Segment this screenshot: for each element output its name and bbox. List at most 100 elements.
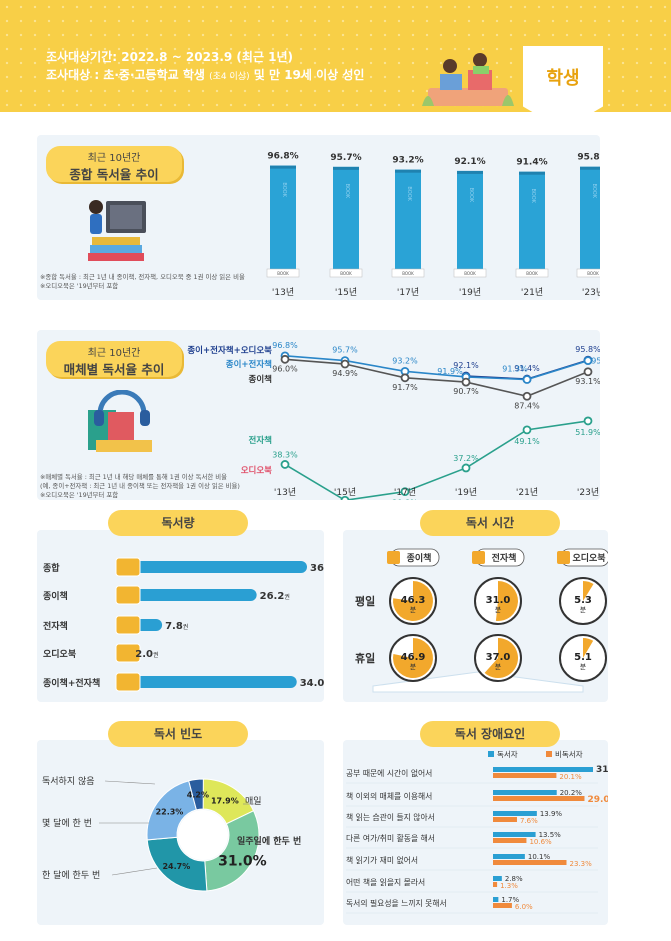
barrier-category-label: 책 이외의 매체를 이용해서 — [346, 791, 432, 801]
frequency-chart: 17.9% 31.0% 24.7% 22.3%4.2% 일주일에 한두 번한 달에 한두… — [42, 776, 301, 892]
media-value-label: 29.8% — [392, 499, 418, 500]
overall-value-label: 93.2% — [392, 156, 423, 166]
volume-value-label: 26.2권 — [260, 591, 290, 602]
overall-bar-spine: BOOK — [468, 188, 474, 203]
time-clock-sector — [484, 638, 518, 678]
barrier-value-nonreader: 6.0% — [515, 903, 533, 911]
survey-period: 조사대상기간: 2022.8 ~ 2023.9 (최근 1년) — [46, 50, 294, 64]
overall-bar-base — [576, 268, 600, 278]
barrier-bar-nonreader — [493, 903, 512, 908]
frequency-value-label: 31.0% — [218, 854, 267, 870]
time-column-icon — [557, 551, 570, 564]
overall-bar-base — [266, 268, 300, 278]
volume-icon — [115, 672, 141, 692]
barrier-value-nonreader: 1.3% — [500, 882, 518, 890]
time-unit-label: 분 — [495, 663, 502, 671]
media-series-point — [583, 416, 593, 426]
time-column-label: 종이책 — [407, 552, 432, 564]
barrier-value-reader: 1.7% — [501, 896, 519, 904]
media-year-label: '23년 — [577, 487, 599, 498]
media-series-name: 종이+전자책+오디오북 — [187, 345, 272, 356]
overall-bar-top — [519, 171, 545, 175]
time-clock-sector — [583, 638, 594, 658]
media-value-label: 91.9% — [437, 367, 463, 376]
volume-value-label: 2.0권 — [135, 649, 158, 660]
barrier-bar-nonreader — [493, 773, 557, 778]
overall-bar-base-label: BOOK — [587, 271, 599, 276]
overall-value-label: 91.4% — [516, 158, 547, 168]
volume-category-label: 종이책+전자책 — [43, 677, 100, 689]
media-value-label: 96.0% — [272, 364, 298, 373]
volume-panel — [37, 530, 324, 702]
barrier-bar-reader — [493, 767, 593, 772]
time-unit-label: 분 — [495, 606, 502, 614]
overall-rate-title: 최근 10년간 종합 독서율 추이 — [46, 146, 182, 182]
barrier-value-reader: 13.9% — [540, 810, 563, 818]
media-series-point — [522, 375, 532, 384]
media-series-line — [284, 358, 589, 398]
overall-note: ※종합 독서율 : 최근 1년 내 종이책, 전자책, 오디오북 중 1권 이상… — [40, 273, 245, 290]
media-value-label: 95.8% — [575, 345, 600, 354]
media-value-label: 95.7% — [332, 346, 358, 355]
media-note: ※매체별 독서율 : 최근 1년 내 해당 매체를 통해 1권 이상 독서한 비… — [40, 473, 240, 499]
overall-value-label: 92.1% — [454, 157, 485, 167]
time-clock-sector — [393, 581, 433, 621]
media-value-label: 93.2% — [392, 356, 418, 365]
overall-bar — [395, 169, 421, 275]
overall-bar-spine: BOOK — [281, 182, 287, 197]
barrier-category-label: 공부 때문에 시간이 없어서 — [346, 768, 432, 778]
time-clock-sector — [583, 581, 594, 601]
barrier-bar-reader — [493, 854, 525, 859]
time-row-label: 평일 — [355, 594, 375, 608]
overall-bar — [333, 166, 359, 275]
media-value-label: 87.4% — [514, 401, 540, 410]
frequency-category-label: 일주일에 한두 번 — [237, 835, 301, 847]
media-value-label: 91.3% — [502, 365, 528, 374]
barrier-value-nonreader: 10.6% — [529, 838, 552, 846]
barrier-value-nonreader: 29.0% — [587, 795, 608, 805]
survey-target: 조사대상 : 초·중·고등학교 학생 (초4 이상) 및 만 19세 이상 성인 — [46, 68, 365, 82]
overall-rate-chart: BOOK BOOK 96.8% '13년 BOOK BOOK 95.7% '15년 BOOK BO… — [266, 152, 600, 298]
overall-bar-base-label: BOOK — [402, 271, 414, 276]
media-value-label: 38.3% — [272, 450, 298, 459]
barrier-category-label: 책 읽는 습관이 들지 않아서 — [346, 812, 435, 822]
barrier-category-label: 책 읽기가 재미 없어서 — [346, 855, 418, 865]
overall-bar — [519, 171, 545, 275]
barrier-bar-nonreader — [493, 838, 527, 843]
time-unit-label: 분 — [410, 606, 417, 614]
overall-bar-top — [457, 170, 483, 174]
media-series-name: 전자책 — [249, 435, 273, 446]
frequency-donut-hole — [178, 810, 228, 860]
volume-bar — [122, 589, 257, 601]
barrier-legend-swatch — [488, 751, 494, 757]
media-value-label: 93.1% — [575, 377, 600, 386]
overall-year-label: '17년 — [397, 287, 419, 298]
media-series-name: 오디오북 — [241, 465, 272, 476]
barrier-title: 독서 장애요인 — [420, 721, 560, 747]
overall-bar-spine: BOOK — [406, 186, 412, 201]
barrier-value-reader: 31.7% — [596, 765, 608, 775]
overall-bar — [270, 165, 296, 275]
time-clock-sector — [495, 581, 518, 621]
volume-category-label: 전자책 — [43, 620, 68, 632]
volume-bar — [122, 561, 307, 573]
students-reading-illustration — [422, 53, 514, 106]
media-value-label: 94.9% — [332, 369, 358, 378]
overall-bar-base — [391, 268, 425, 278]
barrier-bar-reader — [493, 790, 557, 795]
time-chart: 종이책 전자책 오디오북평일휴일46.3분46.9분31.0분37.0분5.3분5.… — [355, 548, 608, 693]
media-series-point — [400, 373, 410, 383]
media-series-point — [461, 377, 471, 387]
media-value-label: 90.7% — [453, 387, 479, 396]
media-value-label: 96.8% — [272, 341, 298, 350]
media-value-label: 91.7% — [392, 383, 418, 392]
media-value-label: 37.2% — [453, 454, 479, 463]
media-series-point — [522, 391, 532, 401]
time-value-label: 5.1 — [574, 652, 592, 663]
media-series-point — [522, 425, 532, 435]
media-series-point — [400, 487, 410, 497]
volume-icon — [115, 585, 141, 605]
media-year-label: '13년 — [274, 487, 296, 498]
frequency-category-label: 매일 — [245, 796, 262, 807]
